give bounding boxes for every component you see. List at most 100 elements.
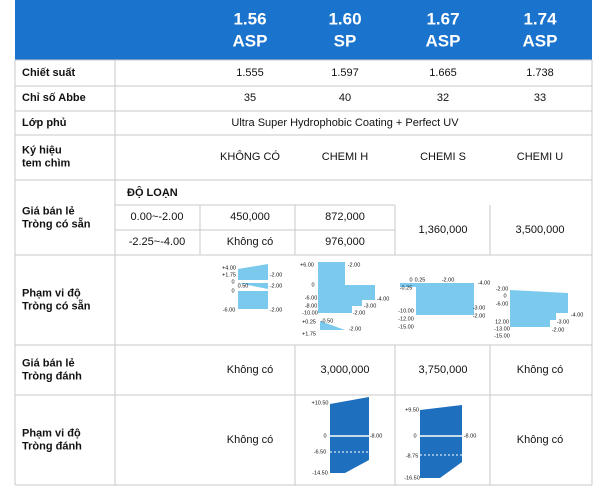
cell: Không có: [517, 364, 563, 376]
range-tick-label: -6.00: [305, 295, 318, 301]
range-tick-label: -3.00: [473, 305, 486, 311]
range-tick-label: -2.00: [348, 262, 361, 268]
range-tick-label: -4.00: [478, 280, 491, 286]
row-label: Tròng có sẵn: [22, 217, 91, 230]
range-tick-label: -6.00: [496, 301, 509, 307]
range-tick-label: -15.00: [494, 333, 510, 339]
range-tick-label: -2.00: [496, 286, 509, 292]
range-label: -2.25~-4.00: [129, 236, 186, 248]
range-tick-label: 12.00: [495, 319, 509, 325]
header-index: 1.56: [233, 9, 266, 28]
range-tick-label: -3.00: [557, 319, 570, 325]
sub-header: ĐỘ LOẠN: [127, 186, 178, 199]
row-label: Ký hiệu: [22, 144, 62, 156]
cell: 1,360,000: [419, 224, 468, 236]
borders: [14, 59, 593, 486]
range-tick-label: 0: [231, 288, 234, 294]
range-tick-label: 0: [231, 279, 234, 285]
range-tick-label: -0.25: [400, 285, 413, 291]
range-tick-label: +1.75: [302, 331, 316, 337]
row-label: Giá bán lẻ: [22, 357, 75, 369]
header-code: ASP: [523, 31, 558, 50]
cell: 1.555: [236, 67, 264, 79]
range-tick-label: 0: [503, 293, 506, 299]
cell: KHÔNG CÓ: [220, 150, 280, 163]
header-index: 1.60: [328, 9, 361, 28]
range-tick-label: -8.00: [464, 433, 477, 439]
cell: 450,000: [230, 211, 270, 223]
range-tick-label: +9.50: [405, 407, 419, 413]
range-tick-label: -2.00: [552, 327, 565, 333]
range-tick-label: -8.75: [406, 453, 419, 459]
cell: 872,000: [325, 211, 365, 223]
range-tick-label: -16.50: [404, 475, 420, 481]
range-tick-label: -13.00: [494, 326, 510, 332]
cell: Không có: [227, 364, 273, 376]
cell: CHEMI H: [322, 151, 369, 163]
range-tick-label: +6.00: [300, 262, 314, 268]
row-label: Chiết suất: [22, 67, 76, 79]
row-label: tem chìm: [22, 157, 71, 169]
header-code: ASP: [233, 31, 268, 50]
range-tick-label: 0: [323, 433, 326, 439]
range-tick-label: -14.50: [312, 470, 328, 476]
range-tick-label: 0: [413, 433, 416, 439]
cell: 1.665: [429, 67, 457, 79]
row-label: Giá bán lẻ: [22, 205, 75, 217]
range-tick-label: -4.00: [377, 296, 390, 302]
range-tick-label: -6.50: [314, 449, 327, 455]
cell: Không có: [227, 236, 273, 248]
range-tick-label: -2.00: [442, 277, 455, 283]
range-tick-label: -4.00: [571, 312, 584, 318]
cell: CHEMI U: [517, 151, 564, 163]
range-tick-label: 0: [409, 277, 412, 283]
range-tick-label: +10.50: [312, 400, 329, 406]
row-label: Chỉ số Abbe: [22, 92, 86, 104]
range-tick-label: -3.00: [364, 303, 377, 309]
cell: 32: [437, 92, 449, 104]
range-tick-label: -2.00: [353, 310, 366, 316]
row-label: Phạm vi độ: [22, 427, 81, 439]
row-label: Tròng đánh: [22, 440, 82, 452]
row-label: Lớp phủ: [22, 117, 66, 129]
row-label: Tròng có sẵn: [22, 299, 91, 312]
header-code: ASP: [426, 31, 461, 50]
range-tick-label: +4.00: [222, 265, 236, 271]
range-tick-label: 0.50: [238, 283, 249, 289]
cell: 3,500,000: [516, 224, 565, 236]
cell: 33: [534, 92, 546, 104]
cell: 3,000,000: [321, 364, 370, 376]
cell: 1.597: [331, 67, 359, 79]
cell: 40: [339, 92, 351, 104]
range-tick-label: -12.00: [398, 316, 414, 322]
range-tick-label: -8.00: [305, 303, 318, 309]
range-tick-label: +0.25: [302, 319, 316, 325]
range-tick-label: -2.00: [473, 313, 486, 319]
cell: CHEMI S: [420, 151, 466, 163]
cell: Không có: [227, 434, 273, 446]
header-band: [15, 0, 592, 60]
range-label: 0.00~-2.00: [131, 211, 184, 223]
cell: 1.738: [526, 67, 554, 79]
range-tick-label: -2.00: [349, 326, 362, 332]
range-tick-label: -0.50: [321, 318, 334, 324]
range-tick-label: 0: [311, 282, 314, 288]
range-tick-label: +1.75: [222, 272, 236, 278]
row-label: Phạm vi độ: [22, 287, 81, 299]
range-tick-label: -2.00: [270, 272, 283, 278]
range-tick-label: -10.00: [302, 310, 318, 316]
cell: 976,000: [325, 236, 365, 248]
range-tick-label: -2.00: [270, 283, 283, 289]
cell: Ultra Super Hydrophobic Coating + Perfec…: [231, 117, 459, 129]
header-index: 1.74: [523, 9, 557, 28]
cell: Không có: [517, 434, 563, 446]
cell: 35: [244, 92, 256, 104]
header-index: 1.67: [426, 9, 459, 28]
range-tick-label: -8.00: [370, 433, 383, 439]
header-code: SP: [334, 31, 357, 50]
row-label: Tròng đánh: [22, 370, 82, 382]
range-tick-label: -6.00: [223, 307, 236, 313]
range-shapes: [238, 262, 568, 478]
cell: 3,750,000: [419, 364, 468, 376]
